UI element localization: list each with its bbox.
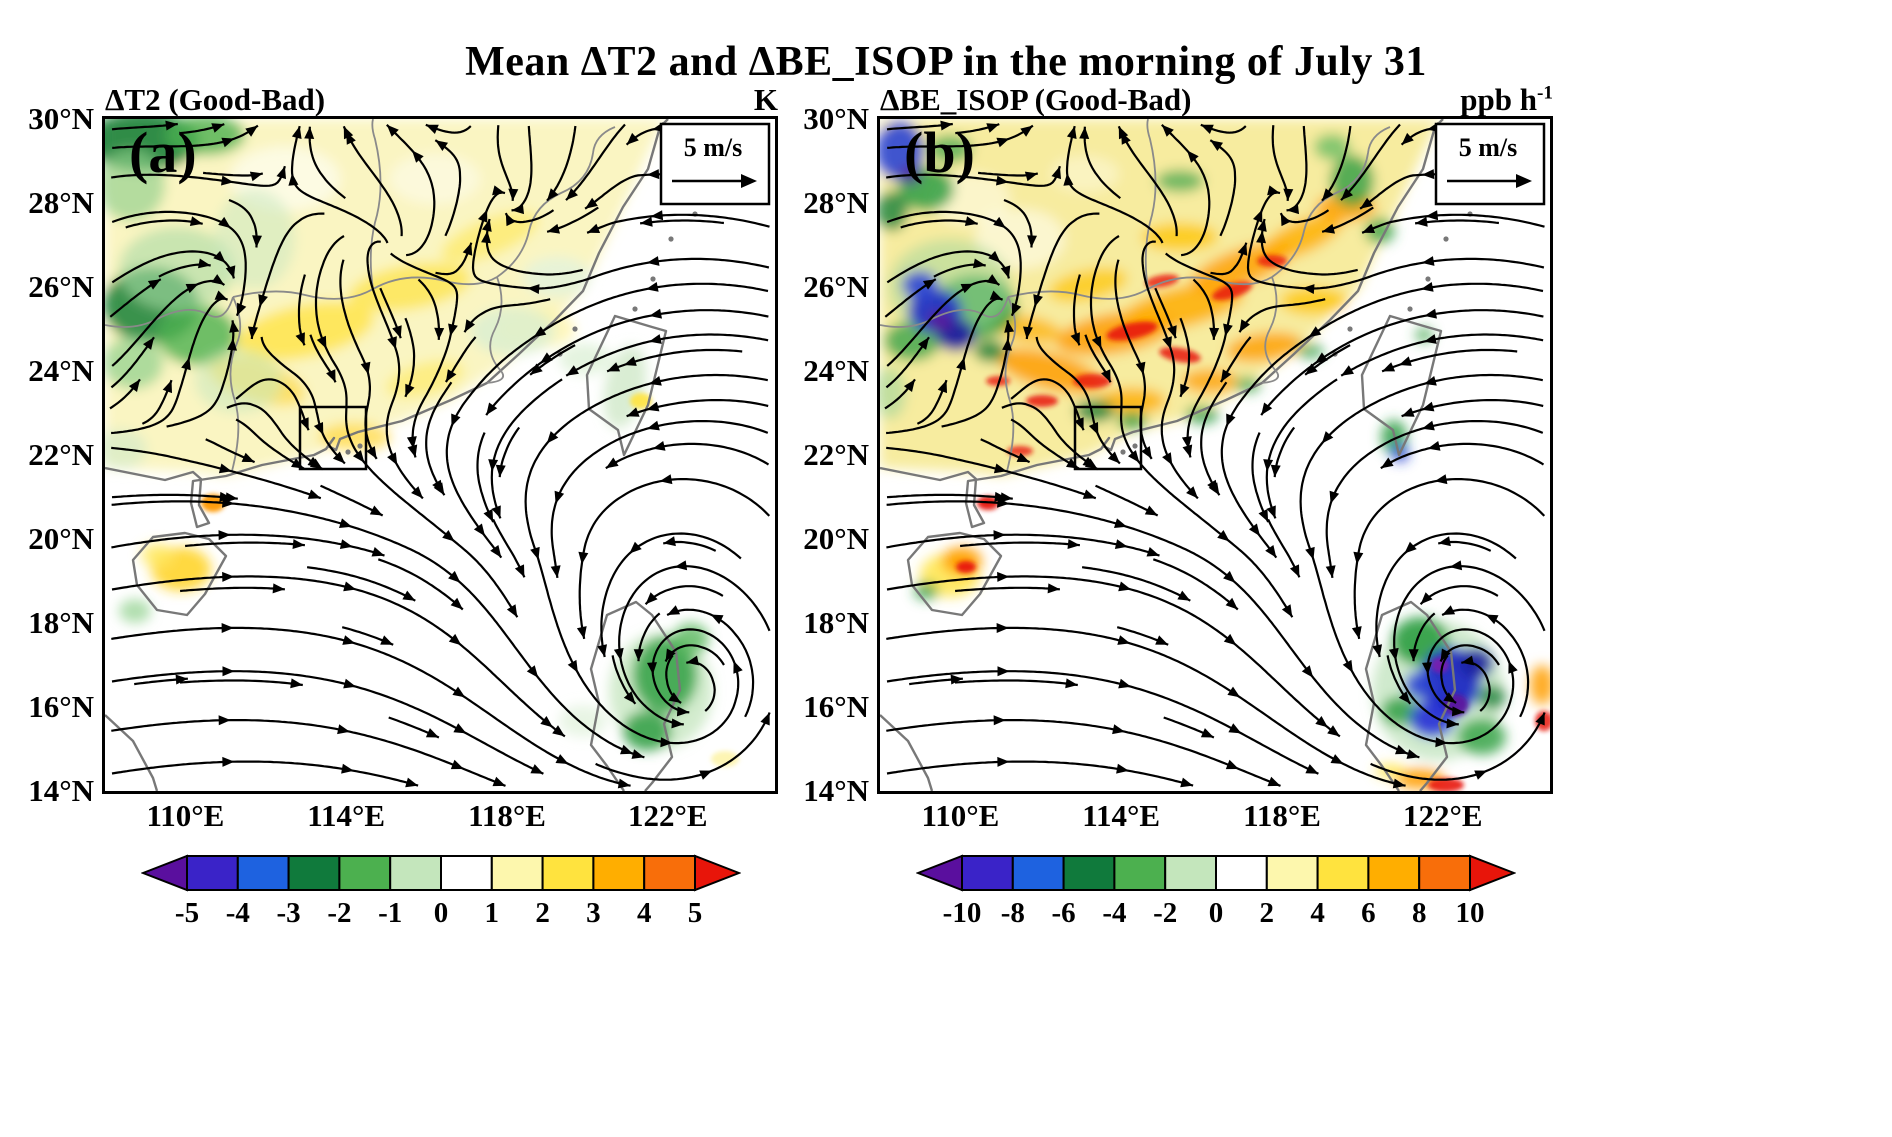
lon-tick-label: 118°E xyxy=(468,798,546,833)
svg-text:4: 4 xyxy=(1310,897,1325,929)
lat-tick-label: 30°N xyxy=(803,101,869,136)
lat-tick-label: 14°N xyxy=(28,773,94,808)
panel-a-header: ΔT2 (Good-Bad) K xyxy=(105,82,778,118)
panel-a: ΔT2 (Good-Bad) K 30°N 28°N 26°N 24°N 22°N 20°… xyxy=(0,82,790,1092)
svg-text:-5: -5 xyxy=(175,897,199,929)
wind-streamlines xyxy=(109,120,771,789)
wind-scale-legend: 5 m/s xyxy=(1434,122,1546,206)
svg-text:0: 0 xyxy=(1209,897,1224,929)
lon-tick-label: 122°E xyxy=(628,798,708,833)
panel-b: ΔBE_ISOP (Good-Bad) ppb h-1 30°N 28°N 26°N… xyxy=(775,82,1565,1092)
panel-b-letter: (b) xyxy=(904,120,975,185)
panel-a-map: 5 m/s (a) xyxy=(102,116,778,794)
svg-text:5: 5 xyxy=(688,897,703,929)
panel-a-variable-label: ΔT2 (Good-Bad) xyxy=(105,82,326,117)
panel-b-map: 5 m/s (b) xyxy=(877,116,1553,794)
svg-text:-3: -3 xyxy=(277,897,301,929)
svg-text:0: 0 xyxy=(434,897,449,929)
wind-scale-arrow xyxy=(1516,174,1532,188)
svg-text:8: 8 xyxy=(1412,897,1427,929)
lon-tick-label: 110°E xyxy=(921,798,1000,833)
panel-a-colorbar: -5 -4 -3 -2 -1 0 1 2 3 4 5 xyxy=(140,854,742,937)
lat-tick-label: 20°N xyxy=(28,521,94,556)
wind-scale-label: 5 m/s xyxy=(684,133,743,162)
lat-tick-label: 30°N xyxy=(28,101,94,136)
wind-scale-arrow xyxy=(741,174,757,188)
lat-tick-label: 20°N xyxy=(803,521,869,556)
panel-a-letter: (a) xyxy=(129,120,197,185)
panel-b-colorbar: -10 -8 -6 -4 -2 0 2 4 6 8 10 xyxy=(915,854,1517,937)
wind-scale-label: 5 m/s xyxy=(1459,133,1518,162)
svg-text:3: 3 xyxy=(586,897,601,929)
svg-text:-2: -2 xyxy=(1153,897,1177,929)
lat-tick-label: 18°N xyxy=(803,605,869,640)
lat-tick-label: 28°N xyxy=(28,185,94,220)
panel-b-unit-label: ppb h-1 xyxy=(1460,82,1553,117)
svg-text:10: 10 xyxy=(1456,897,1485,929)
svg-text:-4: -4 xyxy=(226,897,250,929)
svg-text:-6: -6 xyxy=(1052,897,1076,929)
panel-b-map-canvas: 5 m/s xyxy=(880,119,1550,791)
panel-a-unit-label: K xyxy=(753,82,778,117)
lat-tick-label: 24°N xyxy=(803,353,869,388)
lon-tick-label: 114°E xyxy=(307,798,386,833)
lon-tick-label: 110°E xyxy=(146,798,225,833)
wind-scale-legend: 5 m/s xyxy=(659,122,771,206)
svg-text:2: 2 xyxy=(535,897,550,929)
panel-a-map-canvas: 5 m/s xyxy=(105,119,771,791)
lat-tick-label: 18°N xyxy=(28,605,94,640)
lat-tick-label: 16°N xyxy=(28,689,94,724)
lat-tick-label: 24°N xyxy=(28,353,94,388)
prd-highlight-box xyxy=(298,405,368,471)
svg-text:-1: -1 xyxy=(378,897,402,929)
svg-text:1: 1 xyxy=(485,897,500,929)
lat-tick-label: 14°N xyxy=(803,773,869,808)
lon-tick-label: 114°E xyxy=(1082,798,1161,833)
svg-text:-4: -4 xyxy=(1102,897,1126,929)
svg-text:4: 4 xyxy=(637,897,652,929)
panel-b-variable-label: ΔBE_ISOP (Good-Bad) xyxy=(880,82,1192,117)
lat-tick-label: 22°N xyxy=(28,437,94,472)
lat-tick-label: 16°N xyxy=(803,689,869,724)
svg-text:-8: -8 xyxy=(1001,897,1025,929)
lat-tick-label: 26°N xyxy=(803,269,869,304)
panel-b-header: ΔBE_ISOP (Good-Bad) ppb h-1 xyxy=(880,82,1553,118)
svg-text:-10: -10 xyxy=(943,897,982,929)
lat-tick-label: 28°N xyxy=(803,185,869,220)
svg-text:6: 6 xyxy=(1361,897,1376,929)
lon-tick-label: 118°E xyxy=(1243,798,1321,833)
svg-text:2: 2 xyxy=(1260,897,1275,929)
lat-tick-label: 22°N xyxy=(803,437,869,472)
lon-tick-label: 122°E xyxy=(1403,798,1483,833)
lat-tick-label: 26°N xyxy=(28,269,94,304)
wind-streamlines xyxy=(884,120,1546,789)
figure-title: Mean ΔT2 and ΔBE_ISOP in the morning of … xyxy=(465,39,1427,86)
prd-highlight-box xyxy=(1073,405,1143,471)
svg-text:-2: -2 xyxy=(327,897,351,929)
